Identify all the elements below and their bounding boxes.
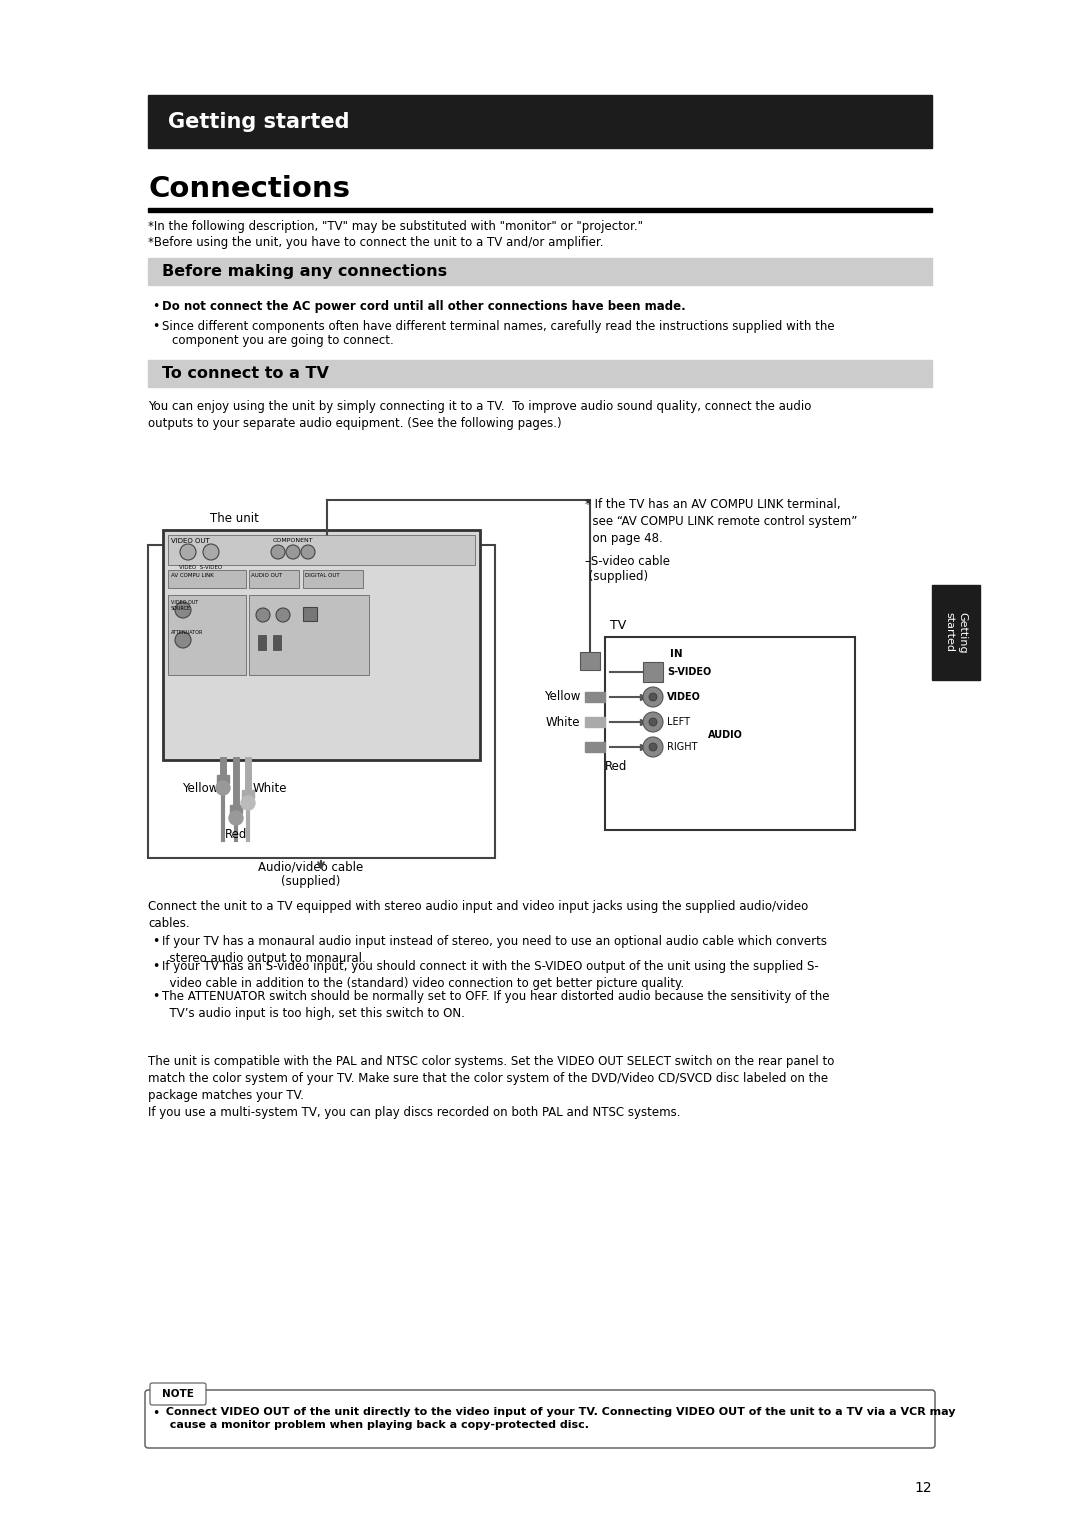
Text: •: • (152, 300, 160, 313)
Circle shape (643, 687, 663, 706)
Bar (148, 258, 932, 284)
Text: NOTE: NOTE (162, 1388, 194, 1399)
Text: 12: 12 (915, 1482, 932, 1495)
Bar (258, 635, 266, 650)
Bar (148, 95, 932, 148)
Circle shape (203, 544, 219, 560)
Bar (148, 208, 932, 213)
Text: Connections: Connections (148, 174, 350, 203)
Text: •: • (152, 1407, 160, 1420)
Bar (303, 607, 318, 621)
Text: VIDEO: VIDEO (667, 693, 701, 702)
Text: •: • (152, 960, 160, 972)
Text: *In the following description, "TV" may be substituted with "monitor" or "projec: *In the following description, "TV" may … (148, 220, 643, 232)
Circle shape (180, 544, 195, 560)
Bar (580, 651, 600, 670)
Text: Connect VIDEO OUT of the unit directly to the video input of your TV. Connecting: Connect VIDEO OUT of the unit directly t… (162, 1407, 956, 1430)
Text: The unit is compatible with the PAL and NTSC color systems. Set the VIDEO OUT SE: The unit is compatible with the PAL and … (148, 1055, 835, 1119)
Text: Yellow: Yellow (543, 691, 580, 703)
Circle shape (175, 602, 191, 618)
Bar (217, 775, 229, 783)
Text: S-VIDEO: S-VIDEO (667, 667, 712, 677)
Text: Connect the unit to a TV equipped with stereo audio input and video input jacks : Connect the unit to a TV equipped with s… (148, 901, 808, 930)
Bar (148, 544, 495, 858)
FancyBboxPatch shape (145, 1390, 935, 1448)
Text: White: White (545, 716, 580, 728)
Text: Red: Red (605, 760, 627, 774)
Text: –S-video cable
 (supplied): –S-video cable (supplied) (585, 555, 670, 583)
Text: If your TV has an S-video input, you should connect it with the S-VIDEO output o: If your TV has an S-video input, you sho… (162, 960, 819, 989)
Bar (163, 531, 480, 760)
Text: DIGITAL OUT: DIGITAL OUT (305, 573, 339, 578)
Text: •: • (152, 936, 160, 948)
Text: RIGHT: RIGHT (667, 742, 698, 752)
Text: White: White (253, 781, 287, 795)
Text: Getting started: Getting started (168, 112, 350, 131)
Circle shape (649, 693, 657, 700)
Bar (585, 717, 605, 726)
Bar (585, 693, 605, 702)
Bar (273, 635, 281, 650)
Text: component you are going to connect.: component you are going to connect. (172, 333, 394, 347)
Bar (168, 535, 475, 566)
Bar (303, 570, 363, 589)
Text: AV COMPU LINK: AV COMPU LINK (171, 573, 214, 578)
Bar (168, 570, 246, 589)
Bar (249, 570, 299, 589)
Circle shape (216, 781, 230, 795)
Text: Getting
started: Getting started (945, 612, 968, 653)
Bar (643, 662, 663, 682)
Text: The unit: The unit (210, 512, 259, 524)
Text: LEFT: LEFT (667, 717, 690, 726)
Circle shape (649, 743, 657, 751)
Bar (932, 586, 980, 680)
Bar (168, 595, 246, 674)
Text: Yellow: Yellow (181, 781, 218, 795)
Text: * If the TV has an AV COMPU LINK terminal,
  see “AV COMPU LINK remote control s: * If the TV has an AV COMPU LINK termina… (585, 498, 858, 544)
Text: *Before using the unit, you have to connect the unit to a TV and/or amplifier.: *Before using the unit, you have to conn… (148, 235, 604, 249)
Text: AUDIO OUT: AUDIO OUT (251, 573, 282, 578)
Text: Audio/video cable
(supplied): Audio/video cable (supplied) (258, 859, 364, 888)
Text: IN: IN (670, 648, 683, 659)
Text: COMPONENT: COMPONENT (273, 538, 313, 543)
Text: VIDEO OUT
SOURCE: VIDEO OUT SOURCE (171, 599, 199, 610)
Circle shape (241, 797, 255, 810)
Circle shape (256, 609, 270, 622)
Bar (230, 804, 242, 813)
Text: You can enjoy using the unit by simply connecting it to a TV.  To improve audio : You can enjoy using the unit by simply c… (148, 401, 811, 430)
Bar (249, 595, 369, 674)
Text: To connect to a TV: To connect to a TV (162, 365, 329, 381)
Text: VIDEO  S-VIDEO: VIDEO S-VIDEO (179, 566, 222, 570)
Text: Do not connect the AC power cord until all other connections have been made.: Do not connect the AC power cord until a… (162, 300, 686, 313)
Circle shape (271, 544, 285, 560)
Circle shape (276, 609, 291, 622)
Text: If your TV has a monaural audio input instead of stereo, you need to use an opti: If your TV has a monaural audio input in… (162, 936, 827, 965)
Circle shape (649, 719, 657, 726)
Text: TV: TV (610, 619, 626, 631)
Text: ATTENUATOR: ATTENUATOR (171, 630, 203, 635)
Bar (148, 359, 932, 387)
Text: •: • (152, 989, 160, 1003)
Circle shape (643, 713, 663, 732)
Circle shape (286, 544, 300, 560)
Text: Before making any connections: Before making any connections (162, 265, 447, 278)
Circle shape (301, 544, 315, 560)
Bar (585, 742, 605, 752)
Text: AUDIO: AUDIO (708, 729, 743, 740)
Circle shape (175, 631, 191, 648)
Text: Since different components often have different terminal names, carefully read t: Since different components often have di… (162, 320, 835, 333)
Text: VIDEO OUT: VIDEO OUT (171, 538, 210, 544)
Text: The ATTENUATOR switch should be normally set to OFF. If you hear distorted audio: The ATTENUATOR switch should be normally… (162, 989, 829, 1020)
Circle shape (229, 810, 243, 826)
Bar (605, 638, 855, 830)
Bar (242, 790, 254, 798)
Text: Red: Red (225, 829, 247, 841)
FancyBboxPatch shape (150, 1384, 206, 1405)
Text: •: • (152, 320, 160, 333)
Circle shape (643, 737, 663, 757)
